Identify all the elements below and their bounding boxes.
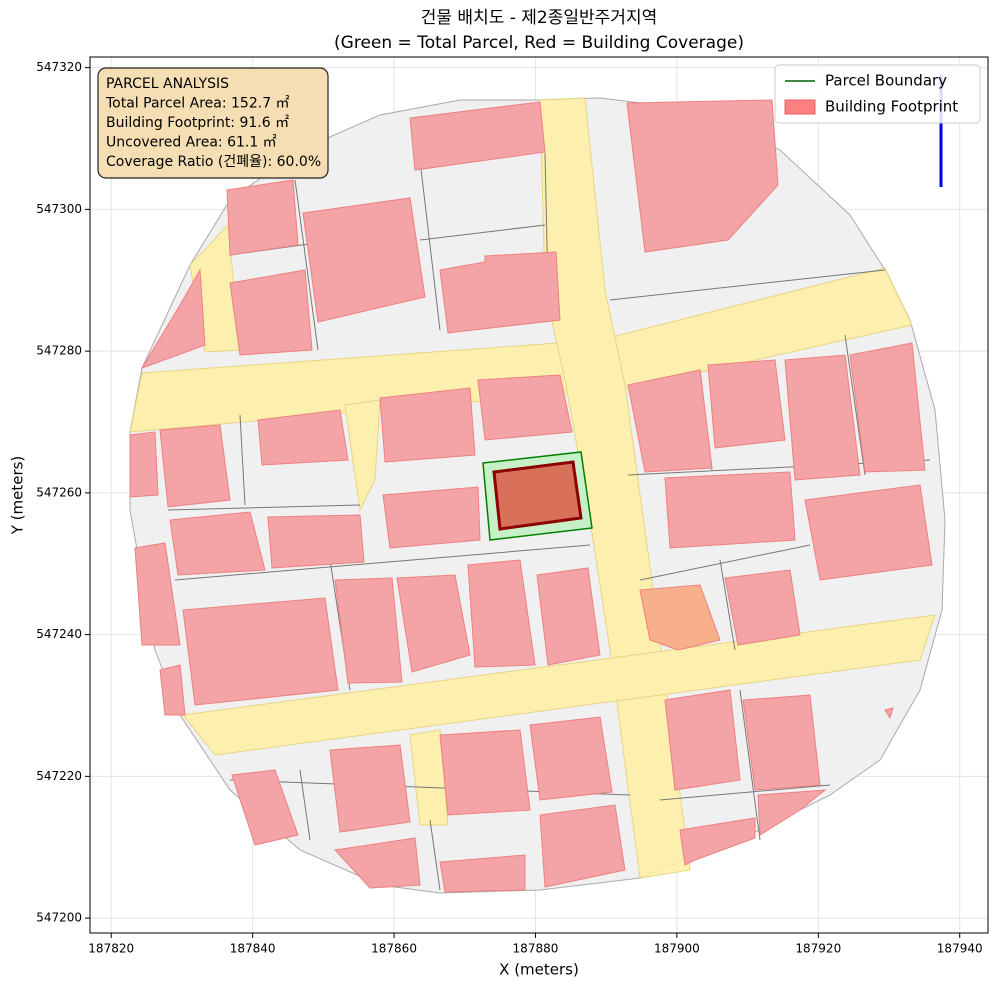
plot-frame: [89, 56, 989, 934]
x-tick-label: 187880: [513, 942, 559, 956]
legend-box: [774, 64, 981, 124]
chart-title: 건물 배치도 - 제2종일반주거지역: [421, 8, 657, 28]
y-tick-label: 547320: [36, 60, 82, 74]
x-tick-label: 187840: [230, 942, 276, 956]
x-tick-label: 187900: [654, 942, 700, 956]
roads: [129, 97, 936, 879]
annotation: PARCEL ANALYSIS Total Parcel Area: 152.7 …: [97, 67, 329, 179]
y-tick-label: 547220: [36, 769, 82, 783]
legend-swatch: [784, 99, 816, 115]
chart-subtitle: (Green = Total Parcel, Red = Building Co…: [334, 33, 744, 53]
legend-label: Building Footprint: [825, 98, 958, 116]
y-axis-label: Y (meters): [9, 456, 27, 536]
annotation-line: Uncovered Area: 61.1 ㎡: [106, 135, 277, 151]
x-tick-label: 187940: [937, 942, 983, 956]
buildings: [129, 99, 933, 893]
annotation-box: [97, 67, 329, 179]
axes: 건물 배치도 - 제2종일반주거지역 (Green = Total Parcel…: [9, 8, 983, 979]
legend-label: Parcel Boundary: [825, 72, 947, 90]
y-tick-label: 547300: [36, 202, 82, 216]
x-tick-label: 187920: [795, 942, 841, 956]
legend: Parcel Boundary Building Footprint: [774, 64, 981, 124]
y-tick-label: 547260: [36, 485, 82, 499]
y-tick-label: 547280: [36, 344, 82, 358]
annotation-line: PARCEL ANALYSIS: [106, 76, 229, 92]
x-axis-label: X (meters): [499, 961, 579, 979]
x-tick-label: 187860: [371, 942, 417, 956]
target-building: [492, 460, 583, 531]
y-tick-label: 547240: [36, 627, 82, 641]
x-tick-label: 187820: [88, 942, 134, 956]
annotation-line: Total Parcel Area: 152.7 ㎡: [105, 96, 290, 112]
site-map: [129, 75, 946, 894]
annotation-line: Coverage Ratio (건폐율): 60.0%: [106, 154, 321, 170]
y-tick-label: 547200: [36, 911, 82, 925]
annotation-line: Building Footprint: 91.6 ㎡: [106, 115, 289, 131]
